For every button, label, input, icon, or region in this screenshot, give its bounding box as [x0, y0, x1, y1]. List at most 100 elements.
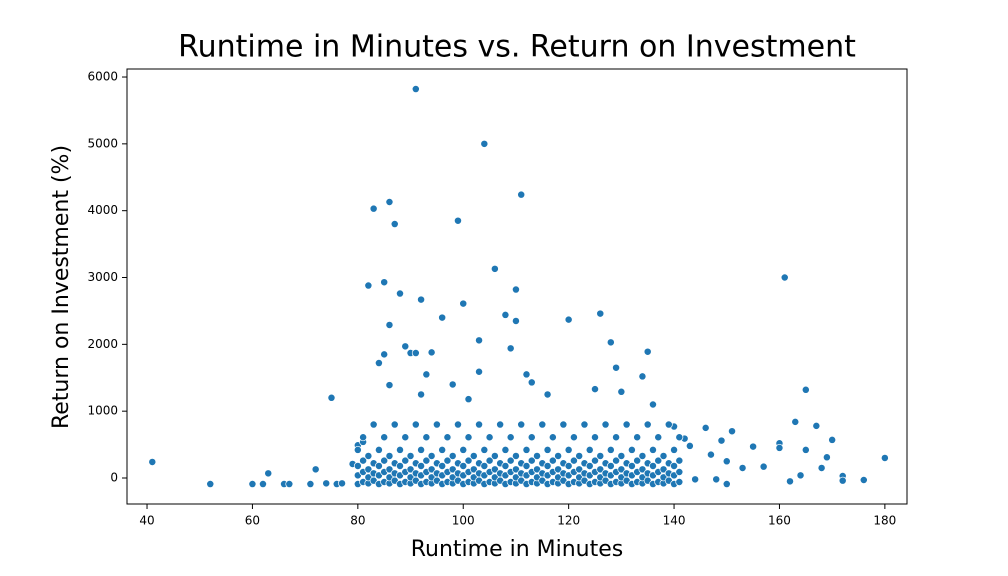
- point: [554, 451, 563, 460]
- point: [527, 433, 536, 442]
- point: [591, 456, 599, 465]
- point: [459, 299, 468, 308]
- point: [390, 220, 399, 228]
- point: [654, 456, 663, 465]
- point: [396, 289, 404, 298]
- point: [506, 344, 515, 353]
- x-tick-label: 140: [663, 514, 686, 528]
- point: [411, 349, 420, 357]
- point: [480, 139, 489, 148]
- point: [374, 462, 383, 470]
- point: [522, 370, 531, 379]
- point: [591, 433, 599, 442]
- point: [643, 420, 652, 429]
- point: [649, 445, 657, 454]
- point: [443, 433, 452, 442]
- point: [485, 456, 494, 465]
- point: [511, 465, 520, 474]
- point: [485, 433, 494, 442]
- point: [675, 433, 684, 442]
- point: [575, 465, 584, 474]
- x-tick-label: 180: [873, 514, 896, 528]
- point: [548, 433, 557, 442]
- point: [801, 385, 810, 394]
- point: [490, 264, 499, 273]
- point: [475, 336, 484, 345]
- point: [364, 451, 373, 460]
- y-tick-label: 4000: [87, 203, 118, 217]
- point: [327, 393, 336, 402]
- point: [749, 442, 758, 451]
- point: [417, 462, 426, 470]
- point: [385, 321, 394, 329]
- point: [585, 445, 594, 454]
- point: [701, 423, 710, 432]
- point: [533, 451, 541, 460]
- point: [543, 390, 552, 399]
- point: [880, 454, 889, 462]
- point: [259, 480, 267, 488]
- point: [501, 310, 510, 319]
- point: [380, 350, 389, 359]
- point: [638, 372, 647, 381]
- point: [675, 468, 684, 476]
- point: [511, 285, 520, 294]
- point: [353, 462, 362, 470]
- point: [490, 451, 499, 460]
- point: [601, 420, 610, 429]
- point: [448, 380, 457, 389]
- point: [385, 451, 394, 460]
- point: [633, 456, 642, 465]
- point: [380, 433, 389, 442]
- point: [385, 465, 394, 474]
- point: [359, 456, 368, 465]
- point: [380, 456, 389, 465]
- point: [659, 451, 668, 460]
- point: [480, 462, 489, 470]
- y-tick-label: 6000: [87, 70, 118, 84]
- point: [638, 451, 647, 460]
- point: [374, 445, 383, 454]
- point: [448, 451, 457, 460]
- point: [596, 309, 605, 318]
- point: [206, 480, 215, 488]
- point: [548, 456, 557, 465]
- point: [575, 451, 584, 460]
- point: [564, 462, 573, 470]
- point: [448, 465, 457, 474]
- point: [612, 456, 621, 465]
- point: [649, 400, 657, 409]
- plot-frame: [126, 68, 908, 505]
- point: [490, 465, 499, 474]
- point: [649, 462, 657, 470]
- point: [380, 278, 389, 287]
- point: [670, 445, 679, 454]
- x-tick-label: 60: [245, 514, 260, 528]
- point: [285, 480, 294, 488]
- point: [859, 476, 868, 484]
- point: [796, 471, 805, 480]
- point: [501, 445, 510, 454]
- point: [612, 363, 621, 372]
- point: [791, 417, 800, 426]
- point: [438, 445, 447, 454]
- point: [417, 390, 426, 399]
- point: [585, 462, 594, 470]
- point: [569, 433, 578, 442]
- point: [675, 478, 684, 486]
- x-tick-label: 100: [452, 514, 475, 528]
- point: [617, 451, 626, 460]
- x-tick-label: 160: [768, 514, 791, 528]
- point: [775, 443, 784, 452]
- point: [480, 445, 489, 454]
- x-tick-label: 80: [350, 514, 365, 528]
- y-tick-label: 0: [110, 471, 118, 485]
- point: [511, 451, 520, 460]
- point: [401, 433, 410, 442]
- point: [569, 456, 578, 465]
- point: [786, 477, 794, 486]
- point: [622, 420, 631, 429]
- point: [475, 420, 484, 429]
- point: [464, 433, 473, 442]
